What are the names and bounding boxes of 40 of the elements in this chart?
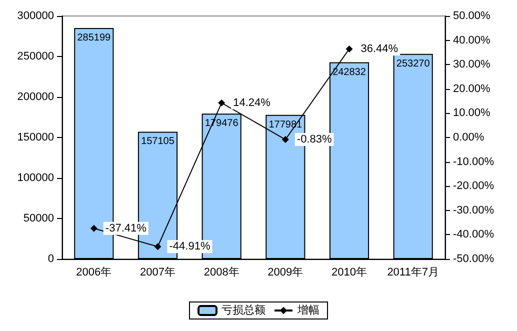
data-label: 253270 [396,58,430,70]
y2-tick-label: 50.00% [453,10,491,22]
y-tick-label: 100000 [17,172,54,184]
y2-tick-label: -10.00% [453,156,494,168]
x-tick-label: 2011年7月 [387,266,439,278]
y-tick-label: 200000 [17,91,54,103]
y2-tick-label: -20.00% [453,180,494,192]
x-tick-label: 2008年 [204,266,240,278]
y-tick-label: 250000 [17,50,54,62]
x-tick-label: 2007年 [140,266,176,278]
point [90,224,98,232]
y2-tick-label: 20.00% [453,82,491,95]
point [282,136,289,144]
y2-tick-label: 10.00% [453,107,491,120]
point [218,99,226,106]
point [154,243,162,250]
data-label: -0.83% [296,134,332,146]
y2-tick-label: 0.00% [453,132,484,144]
data-label: -44.91% [169,240,210,253]
y2-tick-label: -40.00% [453,228,494,241]
y2-tick-label: -50.00% [453,253,494,265]
y-tick-label: 50000 [23,212,54,224]
x-tick-label: 2006年 [76,266,112,278]
data-label: 36.44% [360,42,398,55]
data-label: 157105 [141,136,175,148]
y-tick-label: 300000 [17,10,54,22]
x-tick-label: 2009年 [268,266,304,278]
y2-tick-label: -30.00% [453,204,494,216]
y-tick-label: 150000 [17,132,54,144]
data-label: -37.41% [105,222,147,234]
legend-label: 亏损总额 [222,304,266,316]
data-label: 242832 [332,66,366,78]
data-label: 14.24% [233,96,271,109]
data-label: 285199 [77,32,112,44]
x-tick-label: 2010年 [332,266,367,278]
y2-tick-label: 30.00% [453,58,491,71]
point [346,45,353,52]
y2-tick-label: 40.00% [453,34,491,46]
legend-label: 增幅 [296,304,320,316]
y-tick-label: 0 [48,253,54,265]
